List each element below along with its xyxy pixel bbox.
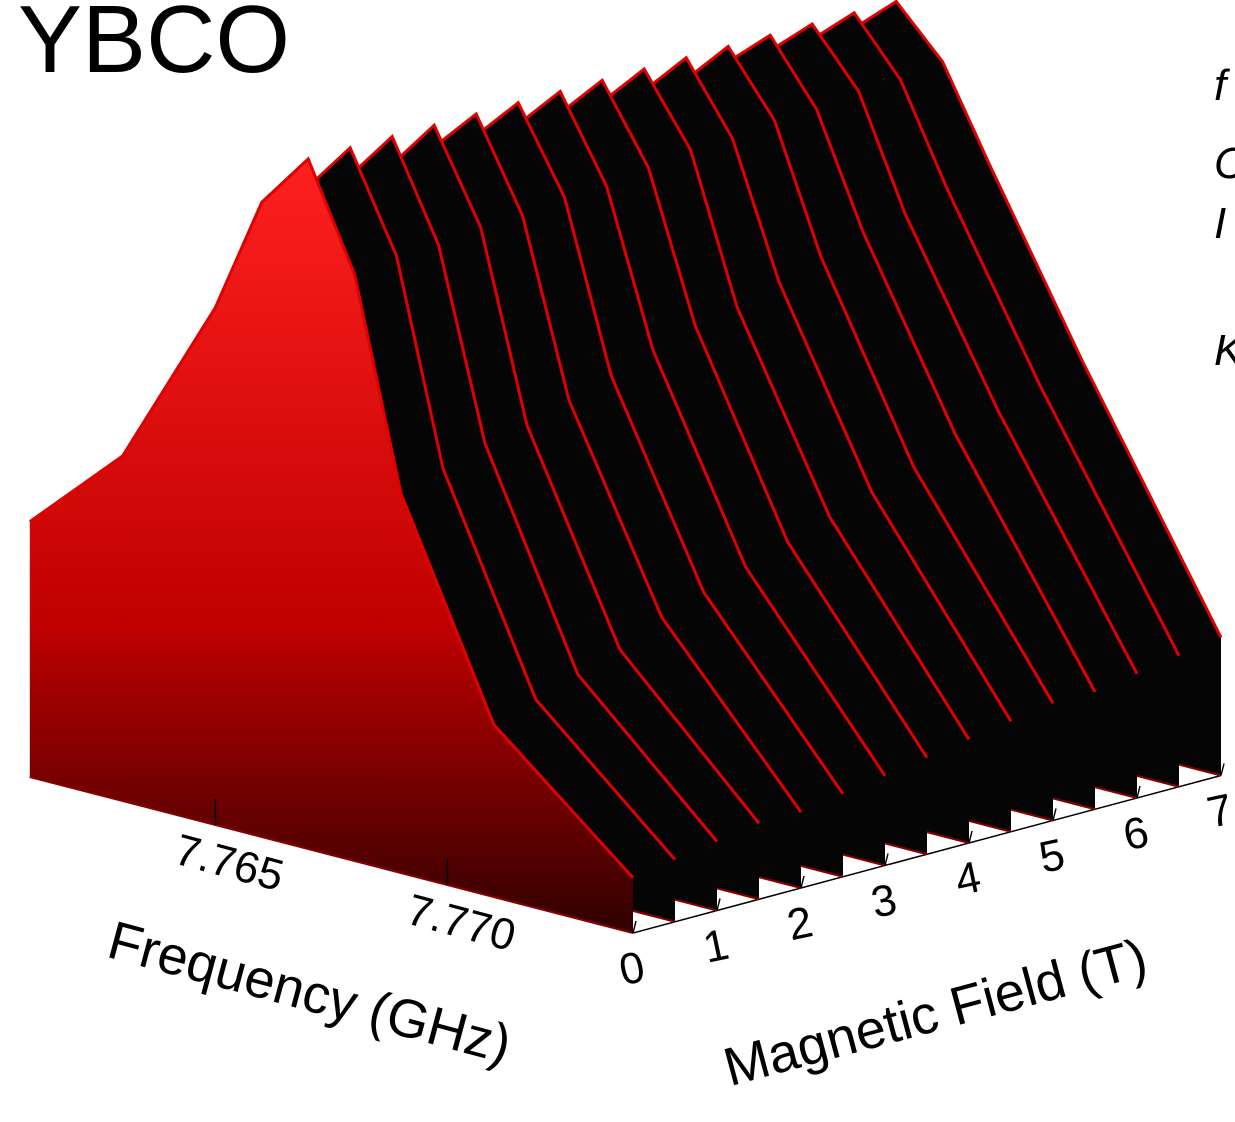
y-tick-label: 4	[951, 852, 985, 905]
annotation: K	[1214, 326, 1235, 375]
y-tick	[716, 898, 721, 911]
chart-title: YBCO	[18, 0, 290, 93]
y-tick-label: 3	[867, 875, 901, 928]
y-tick-label: 5	[1035, 830, 1069, 883]
y-tick-label: 7	[1203, 785, 1235, 838]
y-tick-label: 2	[783, 897, 817, 950]
y-tick	[1136, 785, 1141, 799]
y-tick-label: 0	[615, 942, 649, 995]
y-axis-label: Magnetic Field (T)	[717, 927, 1153, 1098]
annotation: f	[1214, 61, 1231, 110]
annotation: C	[1214, 139, 1235, 188]
curve	[28, 156, 635, 879]
y-tick	[632, 920, 637, 934]
y-tick	[800, 875, 805, 889]
y-tick	[884, 853, 889, 866]
y-tick	[1220, 763, 1225, 776]
ribbon-fill	[29, 159, 634, 933]
y-tick-label: 1	[699, 920, 733, 973]
annotation: I	[1214, 199, 1226, 248]
y-tick	[968, 830, 973, 844]
y-tick-label: 6	[1119, 807, 1153, 860]
y-tick	[1052, 808, 1057, 821]
curve-base	[29, 776, 634, 934]
